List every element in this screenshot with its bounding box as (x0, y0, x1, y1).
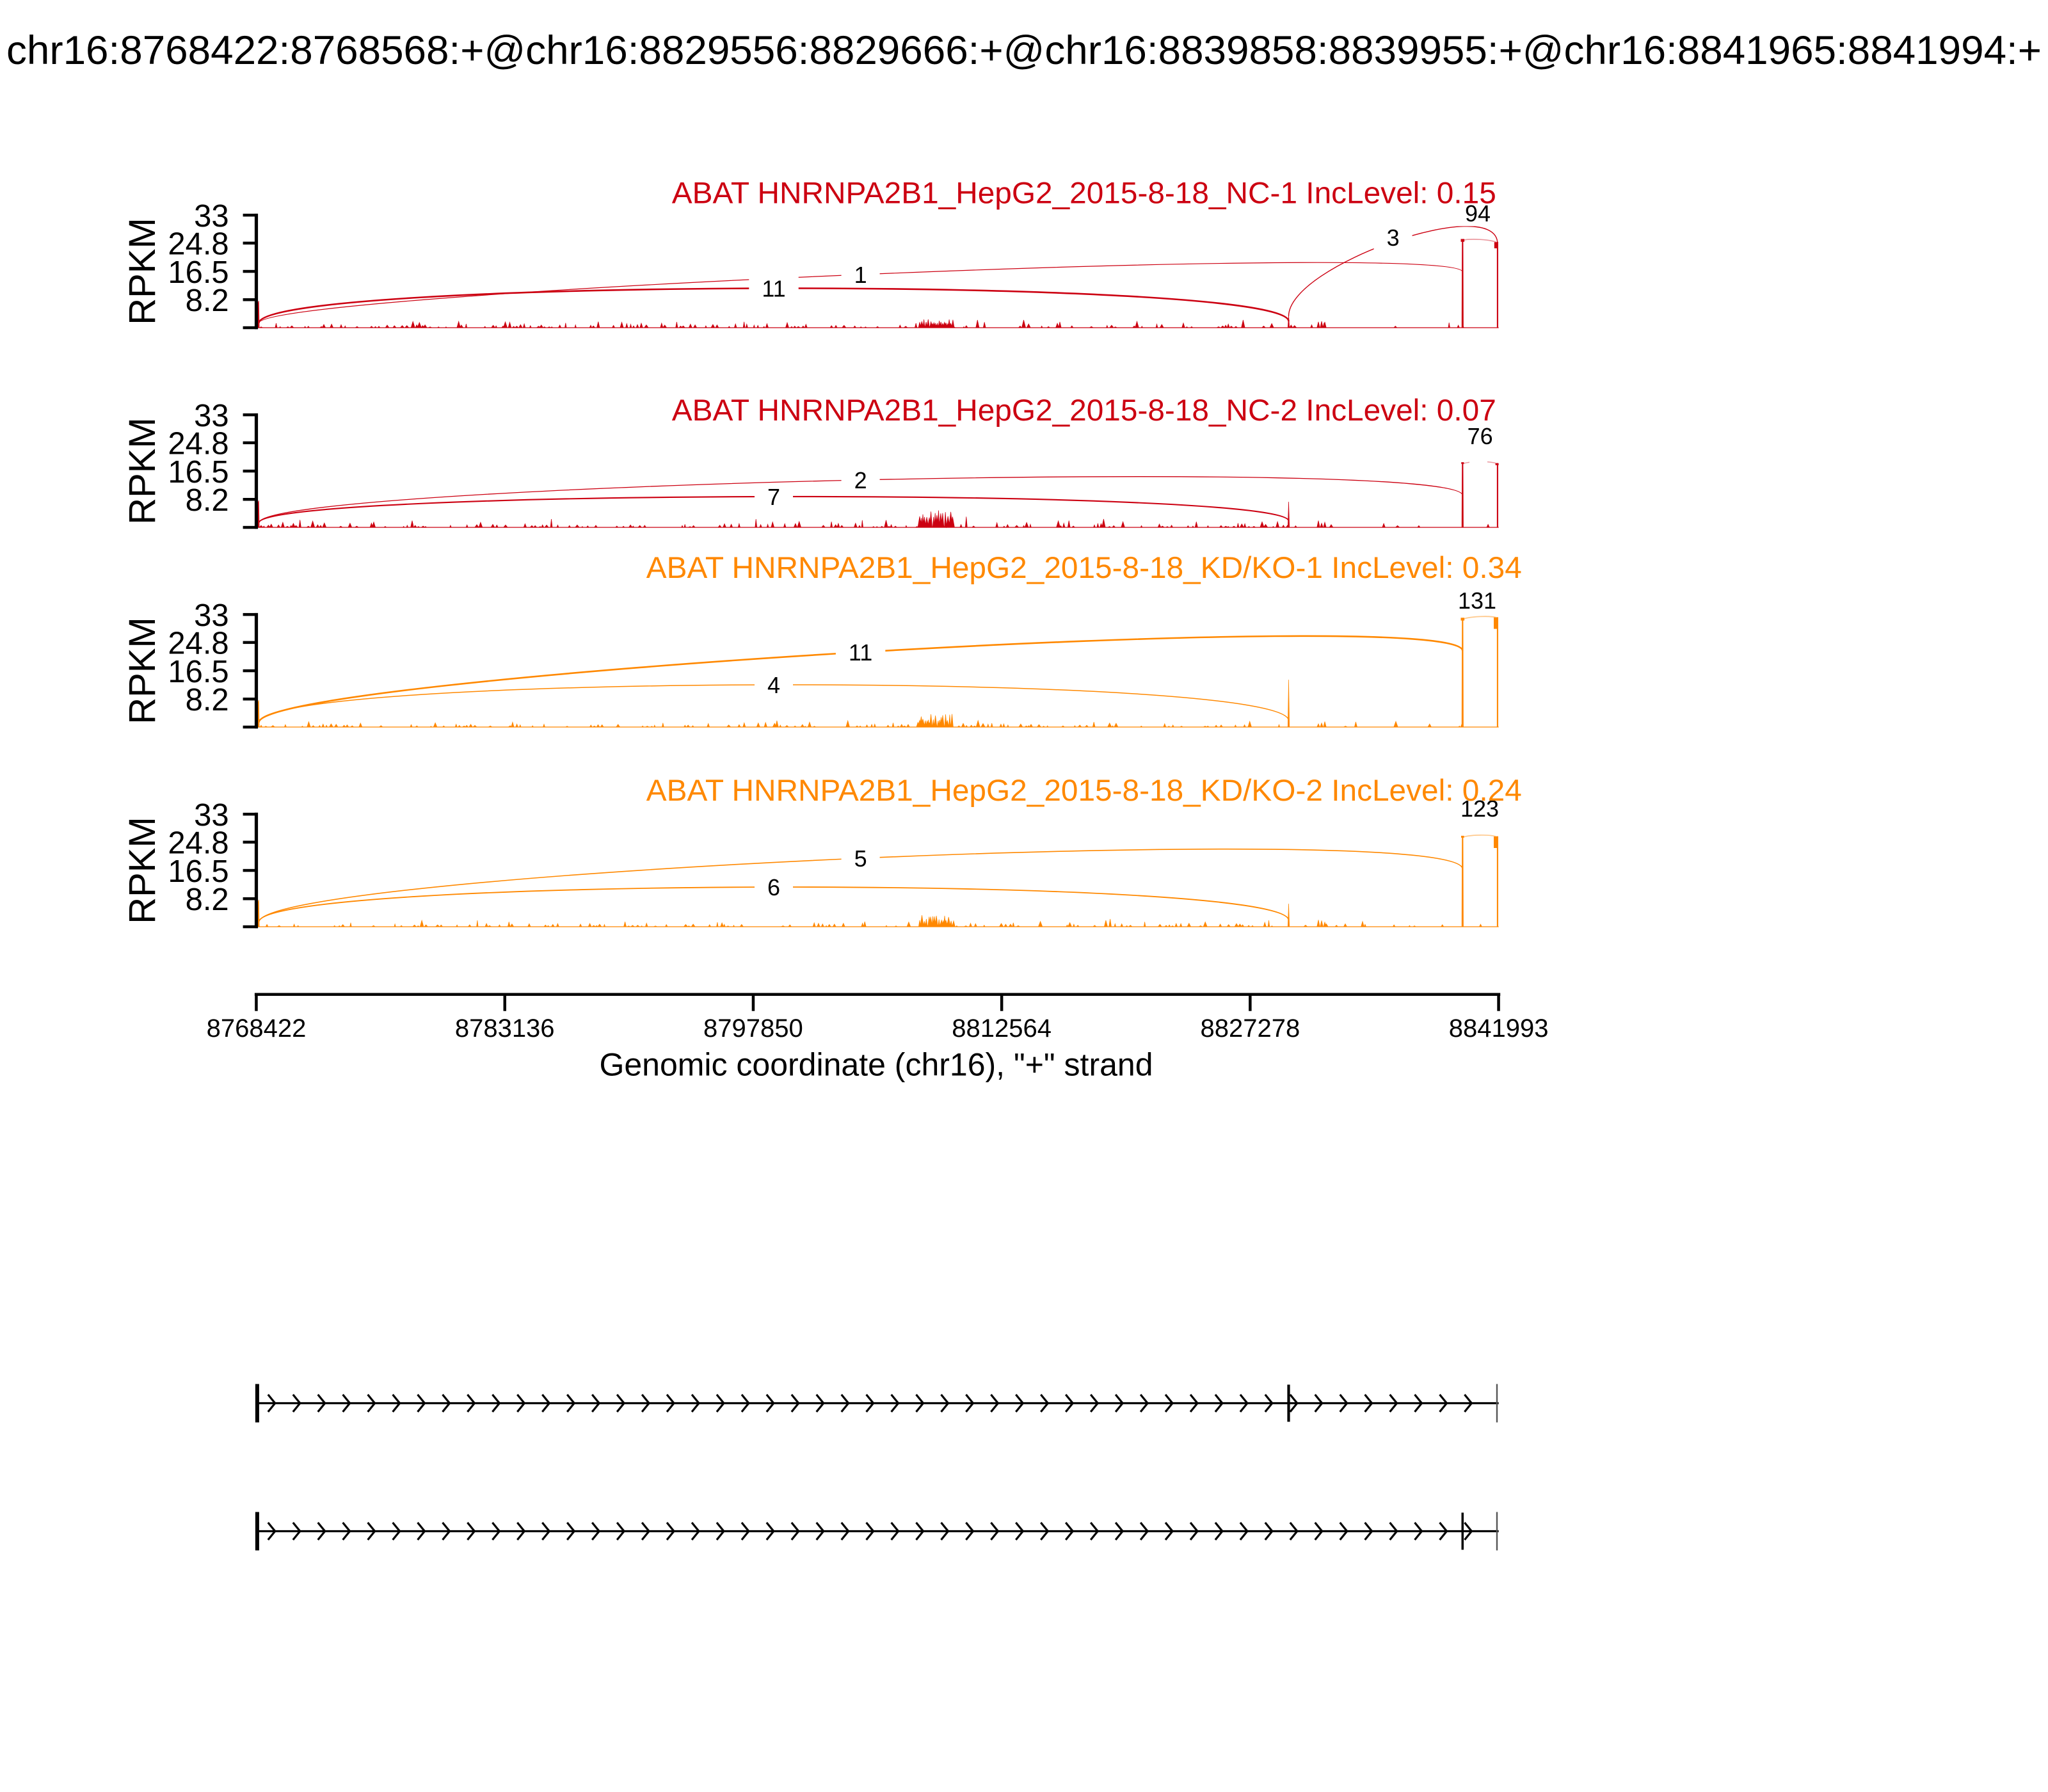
svg-text:RPKM: RPKM (122, 617, 163, 724)
svg-text:16.5: 16.5 (168, 854, 228, 889)
svg-text:33: 33 (194, 598, 229, 633)
svg-text:1: 1 (854, 262, 867, 288)
svg-text:ABAT HNRNPA2B1_HepG2_2015-8-18: ABAT HNRNPA2B1_HepG2_2015-8-18_KD/KO-2 I… (646, 773, 1522, 807)
svg-text:76: 76 (1468, 423, 1493, 449)
svg-text:8.2: 8.2 (186, 683, 229, 717)
svg-text:8827278: 8827278 (1201, 1014, 1300, 1043)
svg-text:24.8: 24.8 (168, 427, 228, 461)
svg-text:8.2: 8.2 (186, 483, 229, 518)
svg-text:24.8: 24.8 (168, 826, 228, 861)
svg-text:8783136: 8783136 (455, 1014, 555, 1043)
svg-text:2: 2 (854, 467, 867, 493)
svg-text:5: 5 (854, 845, 867, 872)
svg-text:4: 4 (767, 672, 780, 698)
svg-text:6: 6 (767, 874, 780, 900)
svg-text:16.5: 16.5 (168, 655, 228, 689)
svg-text:8812564: 8812564 (952, 1014, 1052, 1043)
svg-text:94: 94 (1465, 200, 1491, 227)
svg-text:8797850: 8797850 (703, 1014, 803, 1043)
svg-text:24.8: 24.8 (168, 627, 228, 661)
svg-text:RPKM: RPKM (122, 817, 163, 924)
svg-text:8841993: 8841993 (1449, 1014, 1549, 1043)
svg-text:RPKM: RPKM (122, 417, 163, 525)
svg-text:131: 131 (1458, 588, 1496, 614)
svg-text:33: 33 (194, 798, 229, 833)
svg-text:24.8: 24.8 (168, 227, 228, 262)
svg-text:7: 7 (767, 484, 780, 510)
svg-text:ABAT HNRNPA2B1_HepG2_2015-8-18: ABAT HNRNPA2B1_HepG2_2015-8-18_NC-2 IncL… (672, 393, 1496, 427)
svg-text:16.5: 16.5 (168, 455, 228, 490)
svg-text:ABAT HNRNPA2B1_HepG2_2015-8-18: ABAT HNRNPA2B1_HepG2_2015-8-18_KD/KO-1 I… (646, 550, 1522, 584)
svg-text:chr16:8768422:8768568:+@chr16:: chr16:8768422:8768568:+@chr16:8829556:88… (6, 28, 2042, 73)
svg-text:11: 11 (849, 639, 872, 666)
svg-text:ABAT HNRNPA2B1_HepG2_2015-8-18: ABAT HNRNPA2B1_HepG2_2015-8-18_NC-1 IncL… (672, 176, 1496, 210)
svg-text:33: 33 (194, 199, 229, 234)
svg-text:123: 123 (1460, 796, 1499, 822)
svg-text:Genomic coordinate (chr16), "+: Genomic coordinate (chr16), "+" strand (599, 1047, 1153, 1083)
svg-text:8.2: 8.2 (186, 883, 229, 917)
svg-text:8.2: 8.2 (186, 284, 229, 318)
svg-text:3: 3 (1387, 225, 1400, 251)
svg-text:33: 33 (194, 399, 229, 433)
svg-text:8768422: 8768422 (207, 1014, 307, 1043)
svg-text:11: 11 (762, 276, 785, 302)
svg-text:16.5: 16.5 (168, 255, 228, 290)
svg-text:RPKM: RPKM (122, 218, 163, 325)
